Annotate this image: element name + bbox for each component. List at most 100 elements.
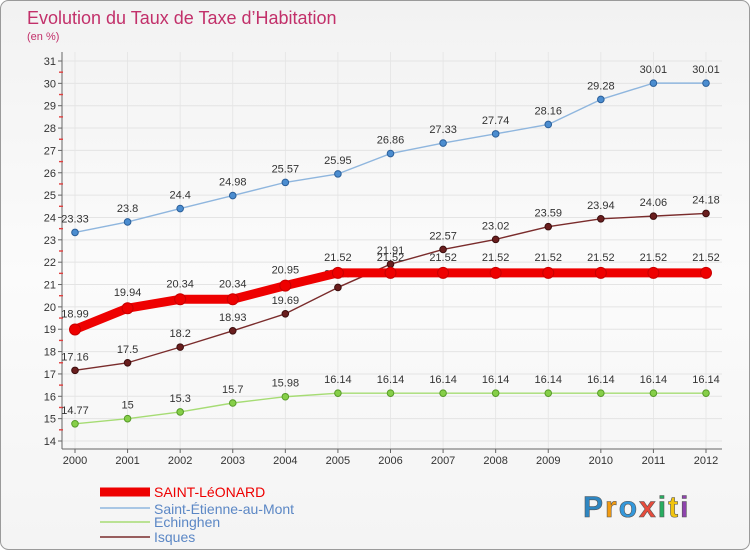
logo-letter: i bbox=[680, 491, 690, 524]
x-tick-label: 2008 bbox=[483, 455, 507, 467]
data-label: 15.3 bbox=[169, 393, 190, 405]
proxiti-logo: Proxiti bbox=[583, 491, 690, 524]
y-tick-label: 27 bbox=[44, 145, 56, 157]
data-point bbox=[597, 215, 605, 223]
legend-label: Isques bbox=[154, 529, 195, 545]
y-tick-label: 25 bbox=[44, 190, 56, 202]
data-label: 19.69 bbox=[272, 295, 300, 307]
data-point bbox=[594, 266, 607, 279]
data-label: 21.52 bbox=[482, 252, 510, 264]
plot-grid bbox=[62, 52, 722, 449]
data-point bbox=[123, 414, 132, 423]
legend-label: Echinghen bbox=[154, 514, 220, 530]
x-tick-label: 2005 bbox=[326, 455, 350, 467]
data-label: 21.52 bbox=[692, 252, 720, 264]
x-tick-label: 2011 bbox=[642, 455, 666, 467]
y-tick-label: 29 bbox=[44, 101, 56, 113]
y-tick-label: 21 bbox=[44, 280, 56, 292]
data-point bbox=[71, 228, 79, 237]
data-label: 16.14 bbox=[640, 374, 668, 386]
x-tick-label: 2004 bbox=[273, 455, 297, 467]
y-tick-label: 15 bbox=[44, 414, 56, 426]
chart-subtitle: (en %) bbox=[27, 31, 59, 43]
data-point bbox=[123, 358, 132, 367]
data-label: 21.52 bbox=[429, 252, 457, 264]
legend-label: Saint-Étienne-au-Mont bbox=[154, 501, 294, 517]
data-point bbox=[491, 389, 500, 397]
data-point bbox=[176, 204, 184, 213]
data-label: 21.52 bbox=[534, 252, 562, 264]
data-point bbox=[544, 120, 553, 129]
legend-label: SAINT-LéONARD bbox=[154, 484, 265, 500]
data-label: 21.52 bbox=[377, 252, 405, 264]
data-point bbox=[386, 149, 395, 158]
data-point bbox=[281, 310, 290, 318]
data-label: 16.14 bbox=[377, 374, 405, 386]
data-label: 21.52 bbox=[640, 252, 668, 264]
data-label: 23.33 bbox=[61, 213, 89, 225]
data-label: 17.5 bbox=[117, 344, 138, 356]
logo-letter: o bbox=[619, 491, 639, 524]
y-tick-label: 19 bbox=[44, 324, 56, 336]
data-point bbox=[439, 389, 447, 397]
data-label: 16.14 bbox=[429, 374, 457, 386]
y-tick-label: 24 bbox=[44, 212, 56, 224]
y-tick-label: 18 bbox=[44, 347, 56, 359]
series-saint-leonard: 18.99 19.94 20.34 20.34 20.95 21.52 21.52 21.52… bbox=[61, 252, 720, 336]
data-point bbox=[334, 170, 342, 178]
data-label: 22.57 bbox=[429, 230, 457, 242]
data-label: 18.99 bbox=[61, 308, 89, 320]
data-label: 16.14 bbox=[324, 374, 352, 386]
data-point bbox=[334, 283, 342, 292]
data-point bbox=[437, 266, 450, 279]
data-label: 18.93 bbox=[219, 312, 247, 324]
x-tick-label: 2012 bbox=[694, 455, 718, 467]
logo-letter: r bbox=[605, 491, 619, 524]
data-point bbox=[491, 130, 500, 138]
data-label: 24.98 bbox=[219, 177, 247, 189]
data-label: 29.28 bbox=[587, 80, 615, 92]
y-tick-label: 22 bbox=[44, 257, 56, 269]
data-point bbox=[123, 218, 132, 226]
data-point bbox=[384, 266, 397, 279]
data-label: 16.14 bbox=[587, 374, 615, 386]
data-label: 17.16 bbox=[61, 351, 89, 363]
data-label: 25.57 bbox=[272, 163, 300, 175]
data-point bbox=[174, 293, 187, 306]
data-point bbox=[649, 389, 658, 397]
data-label: 30.01 bbox=[692, 64, 720, 76]
data-point bbox=[69, 323, 81, 336]
logo-letter: i bbox=[658, 491, 668, 524]
data-point bbox=[649, 79, 658, 87]
data-label: 21.52 bbox=[324, 252, 352, 264]
data-point bbox=[281, 392, 290, 401]
data-point bbox=[544, 222, 553, 231]
data-point bbox=[702, 79, 710, 87]
data-label: 20.95 bbox=[272, 265, 300, 277]
plot-series: 17.1617.518.218.9319.6920.8721.9122.5723… bbox=[61, 64, 720, 428]
x-tick-label: 2003 bbox=[221, 455, 245, 467]
y-tick-label: 26 bbox=[44, 168, 56, 180]
data-label: 16.14 bbox=[534, 374, 562, 386]
data-point bbox=[71, 366, 79, 375]
data-label: 21.52 bbox=[587, 252, 615, 264]
data-point bbox=[331, 266, 344, 279]
data-point bbox=[281, 178, 290, 187]
legend: SAINT-LéONARD Saint-Étienne-au-Mont Echi… bbox=[100, 484, 294, 545]
data-point bbox=[279, 279, 292, 292]
logo-letter: P bbox=[583, 491, 605, 524]
chart-title: Evolution du Taux de Taxe d’Habitation bbox=[27, 8, 337, 28]
logo-letter: t bbox=[668, 491, 680, 524]
x-tick-label: 2000 bbox=[63, 455, 87, 467]
legend-entry-saint-etienne-au-mont: Saint-Étienne-au-Mont bbox=[100, 501, 294, 517]
legend-entry-echinghen: Echinghen bbox=[100, 514, 220, 530]
data-point bbox=[228, 191, 237, 200]
y-tick-label: 23 bbox=[44, 235, 56, 247]
data-label: 19.94 bbox=[114, 287, 142, 299]
legend-entry-saint-leonard: SAINT-LéONARD bbox=[100, 484, 265, 500]
data-label: 20.34 bbox=[166, 278, 194, 290]
data-point bbox=[176, 343, 184, 351]
data-label: 16.14 bbox=[692, 374, 720, 386]
series-echinghen: 14.77 15 15.3 15.7 15.98 16.14 16.14 16.14 16.14… bbox=[61, 374, 720, 428]
